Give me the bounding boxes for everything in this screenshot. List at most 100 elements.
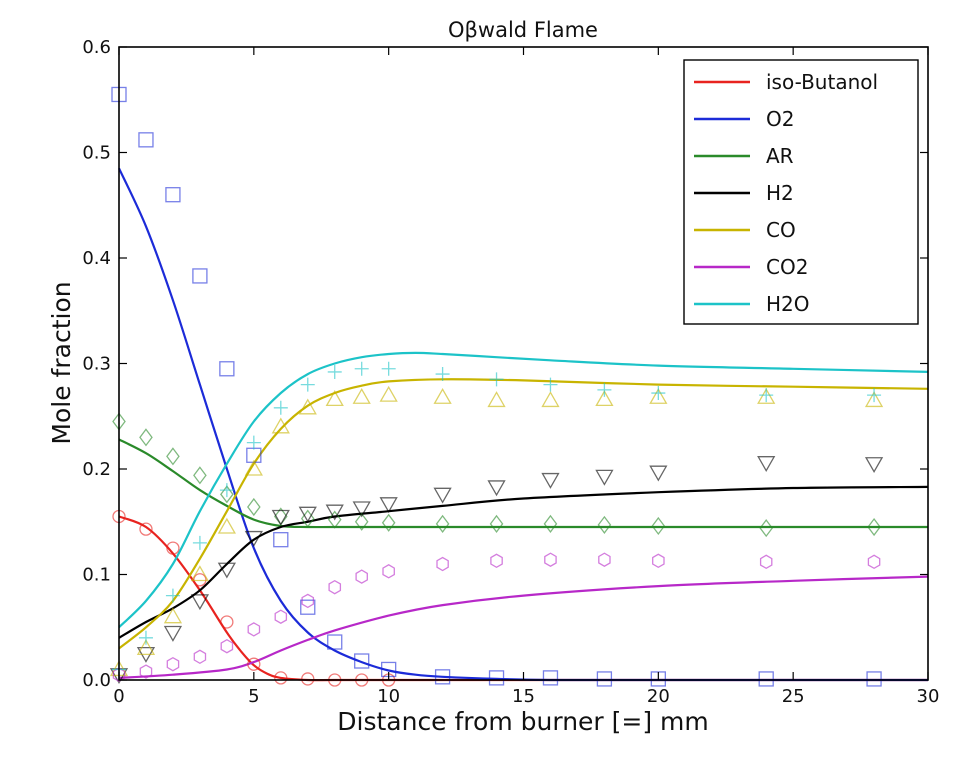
data-point-h2o: [165, 588, 180, 603]
data-point-h2o: [354, 361, 369, 376]
legend-label-o2: O2: [766, 107, 794, 131]
x-tick-label: 25: [782, 686, 805, 707]
data-point-h2o: [246, 435, 261, 450]
x-tick-label: 30: [917, 686, 940, 707]
data-point-h2o: [489, 372, 504, 387]
data-point-h2o: [435, 367, 450, 382]
legend-label-co: CO: [766, 218, 796, 242]
data-point-h2: [864, 457, 884, 474]
data-point-o2: [327, 634, 343, 650]
y-axis-label: Mole fraction: [47, 281, 76, 444]
data-point-ar: [166, 447, 180, 466]
data-point-h2o: [273, 400, 288, 415]
data-point-h2o: [543, 377, 558, 392]
data-point-o2: [273, 532, 289, 548]
data-point-co: [244, 459, 263, 476]
legend-label-h2: H2: [766, 181, 794, 205]
data-point-co2: [652, 553, 665, 569]
data-point-ar: [867, 517, 881, 537]
data-point-iso-butanol: [139, 522, 153, 536]
data-point-co2: [247, 622, 261, 637]
data-point-o2: [434, 669, 451, 685]
data-point-co2: [867, 554, 881, 570]
data-point-co: [298, 398, 317, 415]
data-point-co: [217, 517, 236, 534]
data-point-h2: [595, 469, 614, 486]
data-point-co2: [490, 553, 503, 569]
data-point-h2o: [381, 361, 396, 376]
series-layer: [118, 167, 929, 682]
y-tick-label: 0.1: [82, 565, 111, 586]
data-point-h2o: [327, 364, 342, 379]
data-point-h2: [352, 501, 371, 518]
data-point-iso-butanol: [247, 657, 261, 671]
legend-label-iso-butanol: iso-Butanol: [766, 70, 878, 94]
data-point-co2: [382, 564, 395, 579]
y-tick-label: 0.6: [82, 37, 111, 58]
series-line-h2: [118, 485, 929, 639]
data-point-o2: [300, 599, 316, 615]
x-axis-label: Distance from burner [=] mm: [337, 707, 709, 736]
legend-label-ar: AR: [766, 144, 794, 168]
data-point-h2: [244, 530, 263, 547]
data-point-co2: [328, 579, 342, 595]
data-point-ar: [247, 497, 261, 517]
data-point-co2: [355, 569, 368, 584]
data-point-co: [541, 391, 560, 408]
data-point-h2o: [300, 377, 315, 392]
data-point-o2: [165, 187, 181, 203]
data-point-h2: [541, 472, 560, 489]
data-point-h2o: [138, 630, 153, 645]
data-point-o2: [192, 268, 208, 284]
data-point-h2: [379, 497, 398, 514]
data-point-h2: [217, 562, 236, 579]
data-point-h2: [325, 504, 344, 521]
data-point-co2: [139, 664, 153, 679]
data-point-h2: [298, 506, 317, 523]
data-point-iso-butanol: [193, 573, 207, 587]
data-point-iso-butanol: [301, 672, 315, 686]
data-point-h2o: [651, 386, 666, 401]
data-point-co: [271, 417, 290, 434]
data-point-co: [864, 391, 884, 408]
data-point-co2: [193, 649, 207, 665]
series-line-co2: [118, 575, 929, 679]
data-point-h2: [649, 465, 668, 482]
data-point-o2: [354, 653, 370, 669]
data-point-co2: [166, 656, 180, 672]
data-point-h2: [433, 487, 452, 504]
data-point-ar: [435, 514, 450, 533]
data-point-h2: [163, 625, 183, 642]
data-point-iso-butanol: [274, 671, 288, 685]
data-point-ar: [193, 466, 207, 485]
data-point-iso-butanol: [166, 541, 180, 555]
legend-label-co2: CO2: [766, 255, 808, 279]
chart-title: Oβwald Flame: [448, 18, 598, 42]
y-axis: 0.0 0.1 0.2 0.3 0.4 0.5 0.6: [82, 37, 928, 691]
data-point-co: [487, 391, 506, 408]
data-point-h2o: [759, 388, 774, 403]
legend-label-h2o: H2O: [766, 292, 810, 316]
data-point-ar: [597, 515, 612, 534]
data-point-co: [649, 387, 668, 404]
data-point-o2: [138, 132, 154, 148]
data-point-co2: [220, 638, 234, 654]
data-point-ar: [651, 516, 666, 536]
x-tick-label: 0: [113, 686, 124, 707]
data-point-o2: [542, 670, 559, 686]
data-point-h2o: [597, 382, 612, 397]
data-point-ar: [381, 513, 396, 532]
x-axis: 0 5 10 15 20 25 30: [113, 47, 939, 707]
data-point-co2: [301, 593, 315, 609]
data-point-h2: [487, 480, 506, 497]
data-point-co2: [112, 667, 126, 682]
data-point-co: [163, 607, 183, 624]
y-tick-label: 0.0: [82, 670, 111, 691]
data-point-ar: [759, 518, 774, 538]
x-tick-label: 20: [647, 686, 670, 707]
data-point-co: [379, 385, 398, 402]
series-line-co: [118, 378, 929, 650]
data-point-o2: [596, 671, 613, 687]
series-line-h2o: [118, 351, 929, 629]
data-point-ar: [489, 514, 504, 533]
